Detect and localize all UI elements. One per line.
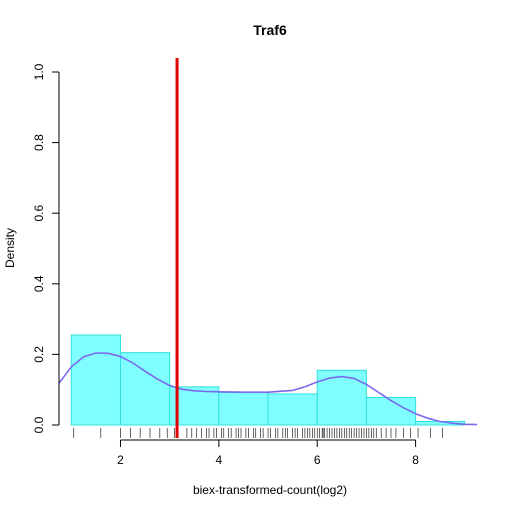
x-tick-label: 2 [117, 453, 124, 467]
chart-title: Traf6 [253, 22, 287, 38]
y-tick-label: 1.0 [32, 63, 46, 80]
histogram-bar-4 [218, 392, 269, 426]
histogram-bar-1 [70, 334, 121, 426]
y-tick-label: 0.6 [32, 205, 46, 222]
histogram-bar-5 [267, 393, 318, 426]
x-axis-label: biex-transformed-count(log2) [193, 483, 347, 497]
y-tick-label: 0.0 [32, 416, 46, 433]
y-tick-label: 0.8 [32, 134, 46, 151]
x-tick-label: 8 [412, 453, 419, 467]
x-tick-label: 6 [314, 453, 321, 467]
histogram-bar-7 [365, 396, 417, 426]
x-tick-label: 4 [216, 453, 223, 467]
y-tick-label: 0.2 [32, 346, 46, 363]
histogram-bar-2 [119, 352, 171, 426]
histogram-bar-6 [316, 369, 367, 426]
density-curve [58, 352, 478, 426]
y-tick-label: 0.4 [32, 275, 46, 292]
y-axis-label: Density [3, 228, 17, 268]
